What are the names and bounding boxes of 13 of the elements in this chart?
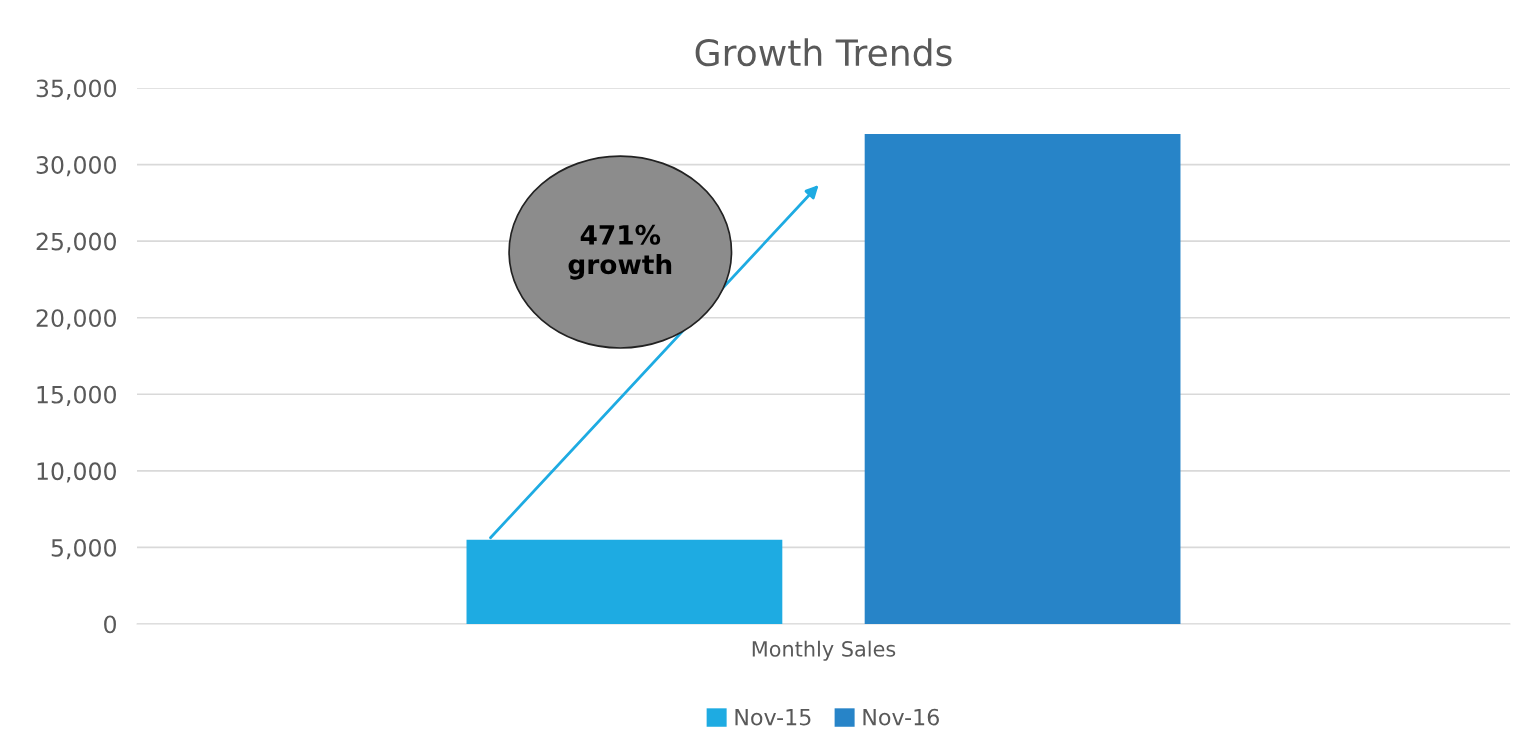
x-tick-label: Monthly Sales [752,640,896,661]
y-tick-label: 5,000 [51,538,116,560]
y-tick-label: 10,000 [37,462,116,483]
annotation: 471% growth [568,224,672,280]
y-tick-label: 20,000 [36,309,116,330]
y-tick-label: 25,000 [36,232,116,253]
legend-label: Nov-16 [863,708,939,726]
legend-label: Nov-15 [735,709,811,726]
y-tick-label: 0 [104,615,116,634]
y-tick-label: 35,000 [36,79,116,100]
y-tick-label: 30,000 [36,156,116,177]
chart-title: Growth Trends [695,38,952,67]
y-tick-label: 15,000 [37,385,116,406]
